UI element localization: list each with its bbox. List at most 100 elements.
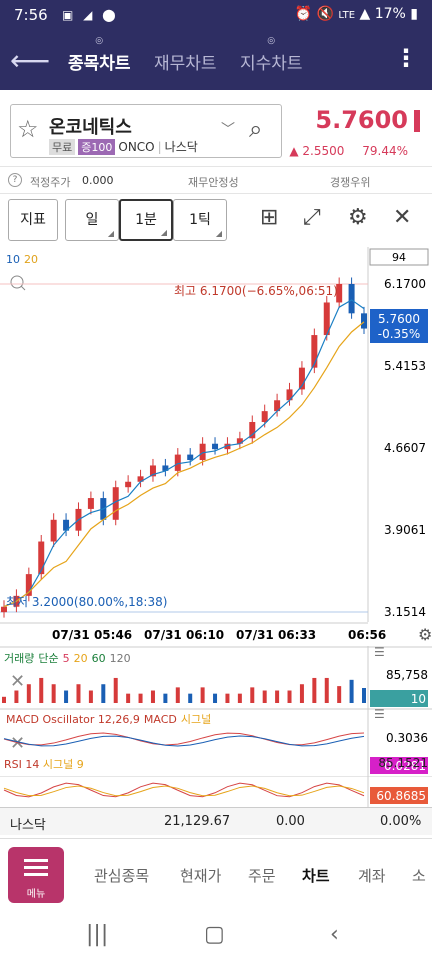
tab-financial-chart[interactable]: 재무차트 [154, 54, 217, 74]
change-percent: 79.44% [362, 144, 408, 158]
volume-bar [225, 693, 230, 703]
stock-ticker: ONCO [118, 139, 155, 154]
tab-badge-icon: ◎ [267, 36, 276, 46]
volume-bar [113, 677, 118, 703]
star-icon[interactable]: ☆ [17, 115, 39, 143]
price-tag-value: 5.7600 [378, 312, 420, 326]
tag-free: 무료 [49, 138, 76, 155]
rsi-tag-value: 60.8685 [376, 789, 426, 803]
x-tick-label: 07/31 06:10 [144, 628, 224, 642]
volume-bar [237, 693, 242, 703]
index-value: 21,129.67 [164, 814, 231, 829]
help-icon[interactable]: ? [8, 173, 22, 187]
volume-tag [370, 690, 428, 707]
volume-label: 거래량 단순 5 20 60 120 [4, 652, 131, 665]
nav-watchlist[interactable]: 관심종목 [94, 867, 150, 885]
x-axis-ticks: 07/31 05:46 07/31 06:10 07/31 06:33 06:56 [52, 628, 386, 642]
y-tick-label: 4.6607 [384, 441, 426, 455]
y-tick-label: 3.9061 [384, 523, 426, 537]
nav-more[interactable]: 소 [412, 867, 426, 885]
more-vert-icon[interactable]: ⋮ [394, 44, 418, 72]
back-icon[interactable]: ‹ [330, 922, 339, 947]
candle [249, 421, 256, 439]
candle [187, 454, 194, 461]
grid-layout-icon[interactable]: ⊞ [260, 205, 279, 230]
volume-bar [138, 693, 143, 703]
nav-current-price[interactable]: 현재가 [180, 867, 222, 885]
volume-bar [51, 684, 56, 703]
back-arrow-icon[interactable]: ⟵ [10, 44, 51, 77]
macd-signal-line [3, 735, 365, 747]
gear-icon[interactable]: ⚙ [348, 205, 368, 230]
index-name: 나스닥 [10, 818, 46, 833]
index-row: 나스닥 21,129.67 0.00 0.00% [0, 807, 432, 835]
candle [236, 438, 243, 444]
home-icon[interactable]: ▢ [204, 922, 225, 947]
current-price: 5.7600 [315, 106, 408, 134]
rsi-tag [370, 787, 428, 804]
chevron-down-icon[interactable]: ﹀ [221, 122, 235, 138]
dropdown-triangle-icon: ◢ [160, 228, 167, 237]
chart-toolbar: 지표 일 ◢ 1분 ◢ 1틱 ◢ ⊞ ⤢ ⚙ ✕ [0, 197, 432, 245]
rsi-signal-line [3, 785, 365, 797]
tab-index-chart[interactable]: ◎ 지수차트 [240, 36, 303, 74]
tab-badge-icon: ◎ [95, 36, 104, 46]
minute-button[interactable]: 1분 ◢ [119, 199, 173, 241]
candle [63, 519, 70, 531]
indicator-button[interactable]: 지표 [8, 199, 58, 241]
chart-svg[interactable]: 94 10 20 최고 6.1700(−6.65%,06:51) 최저 3.20… [0, 247, 432, 807]
stock-selector[interactable]: ☆ 온코네틱스 ﹀ ⌕ 무료 증100 ONCO | 나스닥 [10, 104, 282, 158]
nav-chart[interactable]: 차트 [302, 867, 330, 885]
volume-bar [213, 693, 218, 703]
stock-tags: 무료 증100 ONCO | 나스닥 [49, 138, 198, 155]
app-bar: ⟵ ◎ 종목차트 재무차트 ◎ 지수차트 ⋮ [0, 32, 432, 90]
high-annotation: 최고 6.1700(−6.65%,06:51) [174, 284, 338, 298]
candle [199, 443, 206, 461]
volume-bar [126, 693, 131, 703]
volume-bar [287, 690, 292, 703]
tools-icon[interactable]: ✕ [393, 205, 412, 230]
candle [38, 541, 45, 575]
volume-bars [2, 677, 366, 703]
battery-text: 17% [374, 6, 406, 22]
ma10-line [3, 299, 365, 608]
battery-icon: ▮ [410, 6, 418, 22]
candle [361, 313, 367, 329]
candle [87, 498, 94, 509]
day-button[interactable]: 일 ◢ [65, 199, 119, 241]
stock-header: ☆ 온코네틱스 ﹀ ⌕ 무료 증100 ONCO | 나스닥 5.7600 ▲ … [0, 98, 432, 166]
candle [336, 284, 343, 303]
macd-tag-value: -0.0281 [380, 759, 426, 773]
status-time: 7:56 [14, 6, 48, 24]
candle [149, 465, 156, 477]
signal-icon: ▲ [359, 6, 371, 22]
nav-account[interactable]: 계좌 [358, 867, 386, 885]
volume-bar [88, 690, 93, 703]
menu-button[interactable]: 메뉴 [8, 847, 64, 903]
macd-max: 0.3036 [386, 731, 428, 745]
volume-bar [188, 693, 193, 703]
volume-bar [14, 690, 19, 703]
y-tick-label: 3.1514 [384, 605, 426, 619]
expand-icon[interactable]: ⤢ [303, 205, 321, 230]
x-tick-label: 07/31 06:33 [236, 628, 316, 642]
tab-stock-chart[interactable]: ◎ 종목차트 [68, 36, 131, 74]
dropdown-triangle-icon: ◢ [215, 229, 222, 238]
competitive-advantage-label[interactable]: 경쟁우위 [330, 176, 371, 189]
tick-button[interactable]: 1틱 ◢ [173, 199, 227, 241]
close-panel-icon: ✕ [10, 671, 25, 692]
stock-exchange: 나스닥 [164, 140, 198, 154]
macd-line [3, 732, 365, 746]
ma20-line [3, 321, 365, 608]
financial-stability-label[interactable]: 재무안정성 [188, 176, 239, 189]
alarm-icon: ⏰ [294, 6, 313, 22]
y-axis-ticks: 6.1700 5.4153 4.6607 3.9061 3.1514 [384, 277, 426, 619]
candle [286, 389, 293, 401]
nav-order[interactable]: 주문 [248, 867, 276, 885]
recents-icon[interactable]: ||| [86, 922, 109, 947]
search-icon[interactable]: ⌕ [249, 115, 263, 143]
rsi-panel[interactable]: ​ 60.8685 [0, 775, 432, 807]
chart-area[interactable]: 94 10 20 최고 6.1700(−6.65%,06:51) 최저 3.20… [0, 247, 432, 807]
zoom-icon-handle [20, 285, 26, 291]
volume-bar [39, 677, 44, 703]
